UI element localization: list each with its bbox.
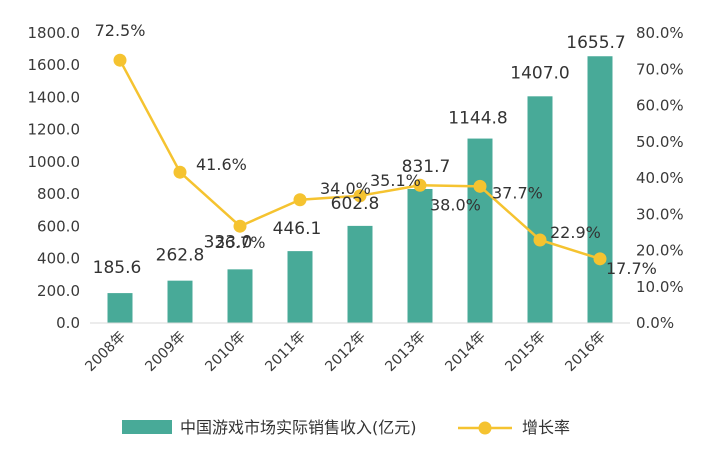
left-axis: 0.0 200.0 400.0 600.0 800.0 1000.0 1200.0 1400.… bbox=[28, 24, 81, 332]
x-axis-tick-label: 2013年 bbox=[382, 329, 428, 375]
growth-rate-marker bbox=[113, 53, 127, 67]
growth-line-layer bbox=[113, 53, 607, 266]
growth-rate-label: 22.9% bbox=[550, 223, 601, 242]
bars-layer bbox=[107, 56, 613, 324]
legend: 中国游戏市场实际销售收入(亿元) 增长率 bbox=[122, 418, 570, 437]
x-axis-tick-label: 2009年 bbox=[142, 329, 188, 375]
bar-value-label: 1144.8 bbox=[448, 109, 507, 129]
growth-rate-marker bbox=[293, 193, 307, 207]
bar bbox=[527, 96, 553, 323]
x-axis-tick-label: 2015年 bbox=[502, 329, 548, 375]
growth-rate-label: 72.5% bbox=[95, 21, 146, 40]
bar bbox=[227, 269, 253, 323]
bar-value-label: 185.6 bbox=[93, 258, 142, 278]
right-axis-tick-label: 30.0% bbox=[636, 205, 684, 223]
growth-rate-marker bbox=[533, 233, 547, 247]
growth-rate-marker bbox=[473, 179, 487, 193]
right-axis-tick-label: 40.0% bbox=[636, 169, 684, 187]
growth-rate-marker bbox=[173, 165, 187, 179]
growth-rate-label: 26.7% bbox=[215, 233, 266, 252]
x-axis-tick-label: 2012年 bbox=[322, 329, 368, 375]
left-axis-tick-label: 600.0 bbox=[37, 217, 80, 235]
bar bbox=[167, 280, 193, 323]
right-axis-tick-label: 70.0% bbox=[636, 60, 684, 78]
right-axis-tick-label: 80.0% bbox=[636, 24, 684, 42]
growth-rate-marker bbox=[353, 189, 367, 203]
growth-rate-marker bbox=[413, 178, 427, 192]
left-axis-tick-label: 1200.0 bbox=[28, 121, 81, 139]
growth-rate-marker bbox=[593, 252, 607, 266]
legend-bar-swatch bbox=[122, 420, 172, 434]
bar-value-label: 262.8 bbox=[156, 246, 205, 266]
right-axis-tick-label: 10.0% bbox=[636, 278, 684, 296]
left-axis-tick-label: 1600.0 bbox=[28, 56, 81, 74]
bar-value-label: 602.8 bbox=[331, 194, 380, 214]
bar-value-label: 1655.7 bbox=[566, 33, 625, 53]
x-axis-tick-label: 2010年 bbox=[202, 329, 248, 375]
left-axis-tick-label: 400.0 bbox=[37, 250, 80, 268]
growth-rate-label: 41.6% bbox=[196, 155, 247, 174]
bar bbox=[587, 56, 613, 324]
left-axis-tick-label: 1400.0 bbox=[28, 88, 81, 106]
growth-rate-marker bbox=[233, 219, 247, 233]
left-axis-tick-label: 1000.0 bbox=[28, 153, 81, 171]
right-axis-tick-label: 0.0% bbox=[636, 314, 674, 332]
legend-line-marker bbox=[478, 421, 492, 435]
legend-line-label: 增长率 bbox=[522, 418, 570, 437]
x-axis-tick-label: 2011年 bbox=[262, 329, 308, 375]
bar-value-label: 333.0 bbox=[204, 232, 253, 252]
left-axis-tick-label: 800.0 bbox=[37, 185, 80, 203]
bar bbox=[107, 293, 133, 323]
growth-rate-label: 37.7% bbox=[492, 183, 543, 202]
bar-value-label: 1407.0 bbox=[510, 63, 569, 83]
x-axis-tick-label: 2016年 bbox=[562, 329, 608, 375]
left-axis-tick-label: 0.0 bbox=[56, 314, 80, 332]
bar bbox=[407, 189, 433, 323]
growth-rate-label: 35.1% bbox=[370, 171, 421, 190]
growth-rate-label: 17.7% bbox=[606, 259, 657, 278]
growth-rate-label: 34.0% bbox=[320, 179, 371, 198]
growth-rate-label: 38.0% bbox=[430, 195, 481, 214]
bar bbox=[467, 138, 493, 323]
left-axis-tick-label: 200.0 bbox=[37, 282, 80, 300]
right-axis: 0.0% 10.0% 20.0% 30.0% 40.0% 50.0% 60.0% 70.0% 8… bbox=[636, 24, 684, 332]
bar-value-label: 831.7 bbox=[402, 157, 451, 177]
x-axis: 2008年 2009年 2010年 2011年 2012年 2013年 2014年 2015年… bbox=[82, 322, 630, 375]
right-axis-tick-label: 20.0% bbox=[636, 242, 684, 260]
bar bbox=[347, 225, 373, 323]
left-axis-tick-label: 1800.0 bbox=[28, 24, 81, 42]
bar bbox=[287, 251, 313, 323]
x-axis-tick-label: 2014年 bbox=[442, 329, 488, 375]
right-axis-tick-label: 50.0% bbox=[636, 133, 684, 151]
legend-bar-label: 中国游戏市场实际销售收入(亿元) bbox=[180, 418, 417, 437]
line-data-labels: 72.5% 41.6% 26.7% 34.0% 35.1% 38.0% 37.7% 22.9%… bbox=[95, 21, 657, 278]
x-axis-tick-label: 2008年 bbox=[82, 329, 128, 375]
bar-value-label: 446.1 bbox=[273, 219, 322, 239]
right-axis-tick-label: 60.0% bbox=[636, 97, 684, 115]
